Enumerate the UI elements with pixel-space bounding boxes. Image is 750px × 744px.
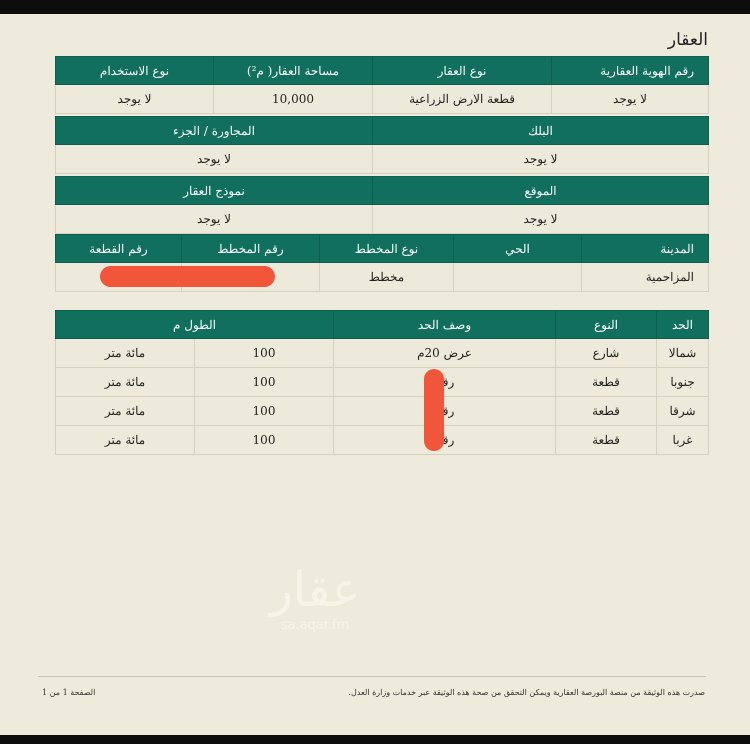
table-row: جنوبا قطعة رقم 100 مائة متر — [55, 367, 709, 397]
cell: جنوبا — [656, 367, 709, 397]
header-cell: البلك — [372, 116, 709, 145]
cell: رقم — [333, 425, 556, 455]
cell: شمالا — [656, 338, 709, 368]
cell: 100 — [194, 338, 334, 368]
value-cell: 10,000 — [213, 84, 373, 114]
header-cell: نوع المخطط — [319, 234, 454, 263]
table-row: شرقا قطعة رقم 100 مائة متر — [55, 396, 709, 426]
table-row: لا يوجد قطعة الارض الزراعية 10,000 لا يو… — [55, 84, 709, 114]
footer-divider — [38, 676, 706, 677]
header-row: رقم الهوية العقارية نوع العقار مساحة الع… — [55, 56, 709, 85]
header-cell: الطول م — [55, 310, 334, 339]
cell: 100 — [194, 425, 334, 455]
cell: مائة متر — [55, 338, 195, 368]
cell: رقم — [333, 396, 556, 426]
header-cell: المدينة — [581, 234, 709, 263]
top-bar — [0, 0, 750, 14]
footer-note: صدرت هذه الوثيقة من منصة البورصة العقاري… — [348, 688, 705, 697]
redaction-mark — [424, 369, 444, 451]
cell: قطعة — [555, 367, 657, 397]
section-title: العقار — [667, 30, 708, 50]
watermark-logo: عقار sa.aqar.fm — [255, 562, 375, 633]
property-info-table: رقم الهوية العقارية نوع العقار مساحة الع… — [55, 56, 709, 234]
cell: شارع — [555, 338, 657, 368]
table-row: لا يوجد لا يوجد — [55, 204, 709, 234]
header-row: الموقع نموذج العقار — [55, 176, 709, 205]
header-cell: نوع الاستخدام — [55, 56, 214, 85]
table-row: غربا قطعة رقم 100 مائة متر — [55, 425, 709, 455]
watermark-site: sa.aqar.fm — [280, 618, 350, 633]
cell: عرض 20م — [333, 338, 556, 368]
header-cell: نوع العقار — [372, 56, 552, 85]
cell: مائة متر — [55, 396, 195, 426]
cell: مائة متر — [55, 425, 195, 455]
header-cell: رقم المخطط — [181, 234, 320, 263]
header-row: الحد النوع وصف الحد الطول م — [55, 310, 709, 339]
value-cell: لا يوجد — [55, 204, 373, 234]
redaction-mark — [100, 266, 275, 287]
value-cell: لا يوجد — [372, 204, 709, 234]
page-number: الصفحة 1 من 1 — [42, 688, 96, 697]
table-row: شمالا شارع عرض 20م 100 مائة متر — [55, 338, 709, 368]
header-cell: رقم القطعة — [55, 234, 182, 263]
value-cell: مخطط — [319, 262, 454, 292]
value-cell: قطعة الارض الزراعية — [372, 84, 552, 114]
header-cell: الحي — [453, 234, 582, 263]
watermark-logo-text: عقار — [269, 562, 361, 618]
header-cell: الحد — [656, 310, 709, 339]
header-cell: الموقع — [372, 176, 709, 205]
header-cell: مساحة العقار( م²) — [213, 56, 373, 85]
header-cell: رقم الهوية العقارية — [551, 56, 709, 85]
cell: قطعة — [555, 425, 657, 455]
header-cell: المجاورة / الجزء — [55, 116, 373, 145]
header-cell: وصف الحد — [333, 310, 556, 339]
cell: قطعة — [555, 396, 657, 426]
value-cell: المزاحمية — [581, 262, 709, 292]
value-cell: لا يوجد — [551, 84, 709, 114]
header-row: البلك المجاورة / الجزء — [55, 116, 709, 145]
cell: رقم — [333, 367, 556, 397]
table-row: لا يوجد لا يوجد — [55, 144, 709, 174]
value-cell: لا يوجد — [372, 144, 709, 174]
header-cell: نموذج العقار — [55, 176, 373, 205]
cell: غربا — [656, 425, 709, 455]
cell: 100 — [194, 396, 334, 426]
cell: 100 — [194, 367, 334, 397]
value-cell: لا يوجد — [55, 84, 214, 114]
boundaries-table: الحد النوع وصف الحد الطول م شمالا شارع ع… — [55, 310, 709, 455]
header-cell: النوع — [555, 310, 657, 339]
cell: شرقا — [656, 396, 709, 426]
bottom-bar — [0, 735, 750, 744]
cell: مائة متر — [55, 367, 195, 397]
header-row: المدينة الحي نوع المخطط رقم المخطط رقم ا… — [55, 234, 709, 263]
value-cell — [453, 262, 582, 292]
value-cell: لا يوجد — [55, 144, 373, 174]
